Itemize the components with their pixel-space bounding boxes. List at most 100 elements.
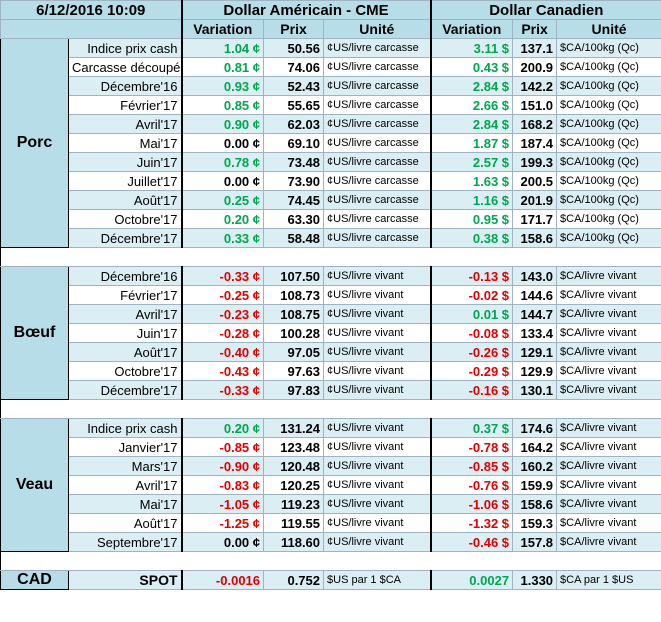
section-name: Porc: [0, 38, 69, 248]
ca-variation: -0.46 $: [429, 532, 514, 552]
ca-variation: 1.16 $: [429, 190, 514, 210]
us-variation: -0.33 ¢: [180, 266, 265, 286]
ca-price: 174.6: [512, 418, 558, 438]
ca-unit: $CA par 1 $US: [556, 570, 661, 590]
spacer-row: [0, 551, 661, 571]
row-label: Décembre'16: [67, 76, 183, 96]
us-price: 55.65: [263, 95, 325, 115]
us-price: 52.43: [263, 76, 325, 96]
us-variation: -0.28 ¢: [180, 323, 265, 343]
us-variation: 0.93 ¢: [180, 76, 265, 96]
us-unit: ¢US/livre vivant: [323, 323, 432, 343]
us-unit: ¢US/livre vivant: [323, 304, 432, 324]
us-unit: ¢US/livre carcasse: [323, 76, 432, 96]
ca-variation: -1.06 $: [429, 494, 514, 514]
us-variation: 0.33 ¢: [180, 228, 265, 248]
data-row: Avril'17 -0.83 ¢ 120.25 ¢US/livre vivant -0.…: [1, 475, 661, 495]
blank-cell: [0, 399, 661, 419]
ca-unit: $CA/livre vivant: [556, 532, 661, 552]
ca-variation: -0.08 $: [429, 323, 514, 343]
ca-variation: 0.43 $: [429, 57, 514, 77]
blank-cell: [0, 551, 661, 571]
data-row: Porc Indice prix cash 1.04 ¢ 50.56 ¢US/livre…: [0, 38, 661, 248]
data-row: Août'17 0.25 ¢ 74.45 ¢US/livre carcasse 1.16…: [1, 190, 661, 210]
ca-unit: $CA/livre vivant: [556, 304, 661, 324]
ca-price: 151.0: [512, 95, 558, 115]
ca-unit: $CA/livre vivant: [556, 266, 661, 286]
ca-variation: -1.32 $: [429, 513, 514, 533]
us-price: 73.48: [263, 152, 325, 172]
us-price: 108.73: [263, 285, 325, 305]
ca-price: 201.9: [512, 190, 558, 210]
table-body: 6/12/2016 10:09 Dollar Américain - CME D…: [0, 0, 661, 590]
us-unit: ¢US/livre carcasse: [323, 190, 432, 210]
data-row: Février'17 0.85 ¢ 55.65 ¢US/livre carcasse 2…: [1, 95, 661, 115]
us-variation: 0.25 ¢: [180, 190, 265, 210]
row-label: Avril'17: [67, 114, 183, 134]
data-row: Octobre'17 0.20 ¢ 63.30 ¢US/livre carcasse 0…: [1, 209, 661, 229]
us-price: 100.28: [263, 323, 325, 343]
ca-price: 158.6: [512, 228, 558, 248]
ca-unit: $CA/livre vivant: [556, 456, 661, 476]
us-variation: -0.33 ¢: [180, 380, 265, 400]
us-price: 0.752: [263, 570, 325, 590]
us-variation: 0.20 ¢: [180, 418, 265, 438]
subheader-row: Variation Prix Unité Variation Prix Unit…: [0, 19, 661, 39]
data-row: Mars'17 -0.90 ¢ 120.48 ¢US/livre vivant -0.8…: [1, 456, 661, 476]
ca-variation: 0.38 $: [429, 228, 514, 248]
us-variation: 0.78 ¢: [180, 152, 265, 172]
ca-price: 158.6: [512, 494, 558, 514]
ca-price: 159.3: [512, 513, 558, 533]
us-variation: -0.90 ¢: [180, 456, 265, 476]
data-row: Bœuf Décembre'16 -0.33 ¢ 107.50 ¢US/livre vi…: [0, 266, 661, 400]
us-variation: -1.05 ¢: [180, 494, 265, 514]
us-variation: 0.00 ¢: [180, 171, 265, 191]
page: 6/12/2016 10:09 Dollar Américain - CME D…: [0, 0, 661, 590]
ca-price: 137.1: [512, 38, 558, 58]
us-variation: -0.85 ¢: [180, 437, 265, 457]
ca-variation: 0.37 $: [429, 418, 514, 438]
section-name: Veau: [0, 418, 69, 552]
column-header: Prix: [512, 19, 558, 39]
ca-variation: 0.0027: [429, 570, 514, 590]
ca-variation: -0.02 $: [429, 285, 514, 305]
us-variation: -0.43 ¢: [180, 361, 265, 381]
us-price: 97.63: [263, 361, 325, 381]
ca-price: 159.9: [512, 475, 558, 495]
ca-unit: $CA/100kg (Qc): [556, 38, 661, 58]
us-unit: ¢US/livre vivant: [323, 361, 432, 381]
ca-price: 171.7: [512, 209, 558, 229]
us-unit: ¢US/livre vivant: [323, 437, 432, 457]
us-unit: ¢US/livre carcasse: [323, 209, 432, 229]
us-variation: -0.83 ¢: [180, 475, 265, 495]
ca-variation: 1.87 $: [429, 133, 514, 153]
section-name: CAD: [0, 570, 69, 590]
ca-unit: $CA/livre vivant: [556, 380, 661, 400]
row-label: Janvier'17: [67, 437, 183, 457]
ca-unit: $CA/livre vivant: [556, 513, 661, 533]
ca-unit: $CA/100kg (Qc): [556, 209, 661, 229]
spacer-row: [0, 399, 661, 419]
us-variation: -0.0016: [180, 570, 265, 590]
data-row: Avril'17 -0.23 ¢ 108.75 ¢US/livre vivant 0.0…: [1, 304, 661, 324]
ca-variation: 1.63 $: [429, 171, 514, 191]
row-label: Carcasse découpée: [67, 57, 183, 77]
row-label: Octobre'17: [67, 209, 183, 229]
us-variation: -1.25 ¢: [180, 513, 265, 533]
row-label: Octobre'17: [67, 361, 183, 381]
us-variation: -0.25 ¢: [180, 285, 265, 305]
row-label: Mai'17: [67, 133, 183, 153]
ca-unit: $CA/100kg (Qc): [556, 133, 661, 153]
data-row: Carcasse découpée 0.81 ¢ 74.06 ¢US/livre ca…: [1, 57, 661, 77]
ca-variation: 2.57 $: [429, 152, 514, 172]
column-header: Variation: [429, 19, 514, 39]
ca-price: 142.2: [512, 76, 558, 96]
data-row: Septembre'17 0.00 ¢ 118.60 ¢US/livre vivant…: [1, 532, 661, 552]
row-label: Août'17: [67, 342, 183, 362]
ca-unit: $CA/livre vivant: [556, 418, 661, 438]
column-header: Unité: [323, 19, 432, 39]
header-row: 6/12/2016 10:09 Dollar Américain - CME D…: [0, 0, 661, 20]
blank-cell: [0, 247, 661, 267]
us-price: 69.10: [263, 133, 325, 153]
ca-price: 187.4: [512, 133, 558, 153]
